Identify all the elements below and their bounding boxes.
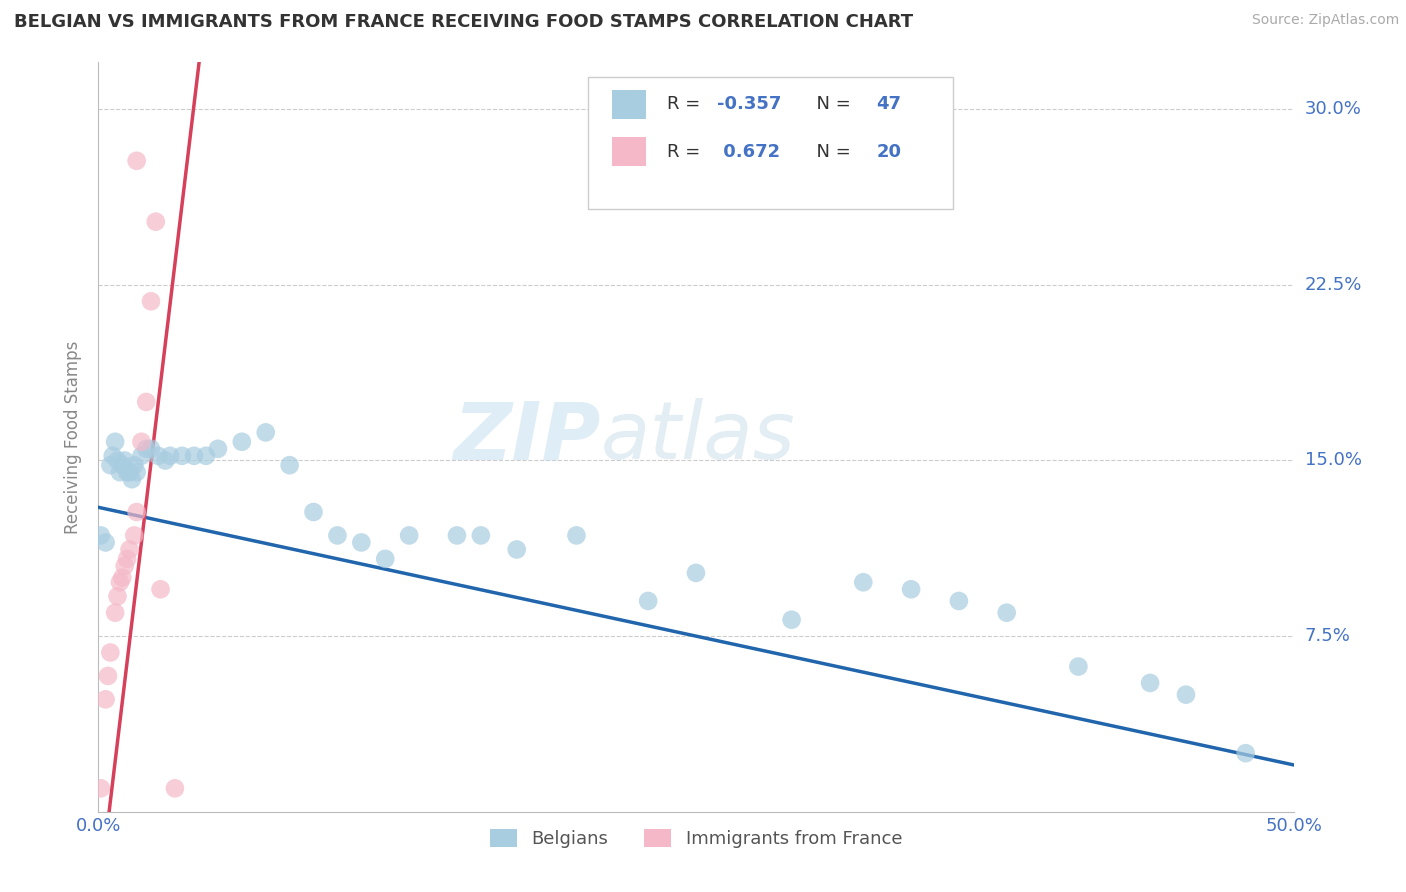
Point	[125, 465, 148, 479]
Point	[302, 505, 325, 519]
Y-axis label: Receiving Food Stamps: Receiving Food Stamps	[65, 341, 83, 533]
Text: 22.5%: 22.5%	[1305, 276, 1362, 293]
Text: atlas: atlas	[600, 398, 796, 476]
Point	[685, 566, 707, 580]
FancyBboxPatch shape	[613, 137, 645, 166]
Point	[90, 781, 112, 796]
Text: ZIP: ZIP	[453, 398, 600, 476]
Point	[1067, 659, 1090, 673]
Text: Source: ZipAtlas.com: Source: ZipAtlas.com	[1251, 13, 1399, 28]
Point	[278, 458, 301, 473]
Point	[101, 449, 124, 463]
Point	[104, 434, 127, 449]
Point	[108, 575, 131, 590]
Point	[124, 528, 146, 542]
Legend: Belgians, Immigrants from France: Belgians, Immigrants from France	[482, 822, 910, 855]
Point	[107, 590, 129, 604]
Point	[148, 449, 170, 463]
Text: -0.357: -0.357	[717, 95, 782, 113]
Point	[374, 551, 396, 566]
Point	[108, 465, 131, 479]
Point	[131, 449, 153, 463]
Point	[183, 449, 205, 463]
Point	[350, 535, 373, 549]
Point	[118, 465, 141, 479]
Point	[125, 153, 148, 168]
Text: R =: R =	[668, 95, 706, 113]
Text: N =: N =	[804, 95, 856, 113]
Text: 0.672: 0.672	[717, 143, 780, 161]
Point	[1234, 746, 1257, 760]
Point	[780, 613, 803, 627]
Point	[131, 434, 153, 449]
Point	[159, 449, 181, 463]
Point	[111, 458, 134, 473]
Text: 15.0%: 15.0%	[1305, 451, 1361, 469]
Point	[852, 575, 875, 590]
Point	[155, 453, 177, 467]
Text: N =: N =	[804, 143, 856, 161]
Point	[172, 449, 194, 463]
Point	[506, 542, 529, 557]
Point	[121, 472, 143, 486]
Point	[111, 571, 134, 585]
Point	[124, 458, 146, 473]
Point	[114, 453, 136, 467]
Point	[107, 453, 129, 467]
Point	[98, 458, 122, 473]
Point	[163, 781, 186, 796]
Text: BELGIAN VS IMMIGRANTS FROM FRANCE RECEIVING FOOD STAMPS CORRELATION CHART: BELGIAN VS IMMIGRANTS FROM FRANCE RECEIV…	[14, 13, 912, 31]
Text: 7.5%: 7.5%	[1305, 627, 1351, 645]
Point	[94, 535, 117, 549]
Text: 30.0%: 30.0%	[1305, 100, 1361, 119]
Point	[1175, 688, 1198, 702]
Point	[446, 528, 468, 542]
Point	[97, 669, 120, 683]
Text: 20: 20	[876, 143, 901, 161]
Point	[900, 582, 922, 597]
Point	[398, 528, 420, 542]
Point	[948, 594, 970, 608]
Point	[145, 214, 167, 228]
Text: R =: R =	[668, 143, 706, 161]
Point	[115, 551, 138, 566]
Point	[104, 606, 127, 620]
Point	[98, 646, 122, 660]
Point	[207, 442, 229, 456]
Point	[565, 528, 588, 542]
Text: 47: 47	[876, 95, 901, 113]
Point	[637, 594, 659, 608]
Point	[470, 528, 492, 542]
Point	[231, 434, 253, 449]
FancyBboxPatch shape	[589, 78, 953, 209]
Point	[995, 606, 1018, 620]
Point	[114, 558, 136, 573]
Point	[326, 528, 349, 542]
Point	[115, 465, 138, 479]
Point	[139, 442, 162, 456]
Point	[195, 449, 218, 463]
Point	[135, 395, 157, 409]
Point	[90, 528, 112, 542]
Point	[1139, 676, 1161, 690]
FancyBboxPatch shape	[613, 90, 645, 119]
Point	[94, 692, 117, 706]
Point	[125, 505, 148, 519]
Point	[139, 294, 162, 309]
Point	[149, 582, 172, 597]
Point	[118, 542, 141, 557]
Point	[254, 425, 277, 440]
Point	[135, 442, 157, 456]
